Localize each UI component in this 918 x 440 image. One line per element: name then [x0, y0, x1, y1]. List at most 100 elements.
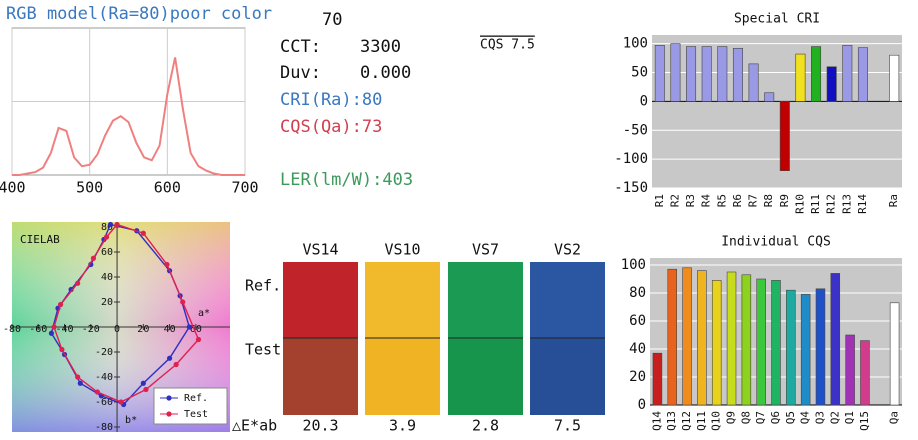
- point: [186, 324, 192, 330]
- cqs-version: CQS 7.5: [480, 38, 535, 53]
- point: [140, 230, 146, 236]
- bar: [756, 278, 766, 406]
- x-tick-label: Q14: [650, 411, 663, 431]
- cct-label: CCT:: [280, 37, 321, 57]
- bar: [670, 43, 681, 102]
- point: [77, 380, 83, 386]
- x-tick-label: R8: [762, 194, 775, 207]
- point: [140, 380, 146, 386]
- x-tick-label: 600: [154, 179, 181, 197]
- row-label: △E*ab: [232, 417, 277, 435]
- bar: [682, 267, 692, 406]
- x-tick-label: Q2: [828, 411, 841, 424]
- point: [107, 221, 114, 228]
- point: [75, 374, 81, 380]
- x-tick-label: R14: [856, 194, 869, 214]
- bar: [701, 46, 712, 102]
- y-tick-label: 80: [101, 222, 113, 233]
- bar: [830, 273, 841, 406]
- bar: [771, 280, 781, 406]
- y-tick-label: 60: [629, 313, 646, 329]
- x-tick-label: -20: [82, 324, 100, 335]
- y-tick-label: -150: [614, 180, 648, 196]
- point: [143, 386, 149, 393]
- x-tick-label: Q5: [784, 411, 797, 424]
- chart-title: RGB model(Ra=80)poor color: [6, 4, 272, 24]
- delta-value: 7.5: [554, 417, 581, 435]
- test-swatch: [448, 338, 523, 415]
- swatch-name: VS14: [302, 241, 338, 259]
- swatch-name: VS10: [384, 241, 420, 259]
- point: [180, 299, 186, 305]
- cct-value: 3300: [360, 37, 401, 57]
- legend-marker: [166, 395, 172, 401]
- bar: [795, 53, 806, 102]
- test-swatch: [365, 338, 440, 415]
- y-tick-label: 40: [101, 272, 113, 283]
- y-tick-label: -60: [95, 397, 113, 408]
- y-tick-label: 60: [101, 247, 113, 258]
- bar: [652, 352, 663, 406]
- x-tick-label: 400: [0, 179, 26, 197]
- bar: [826, 66, 837, 102]
- point: [195, 336, 202, 343]
- x-tick-label: Q3: [813, 411, 826, 424]
- x-tick-label: Q4: [799, 411, 812, 425]
- bar: [726, 271, 737, 406]
- x-tick-label: R1: [653, 194, 666, 207]
- bar: [779, 101, 790, 171]
- bar: [717, 46, 728, 102]
- cri: CRI(Ra):80: [280, 90, 382, 110]
- bar: [697, 270, 707, 406]
- test-swatch: [530, 338, 605, 415]
- bar: [711, 280, 722, 406]
- x-tick-label: 700: [231, 179, 258, 197]
- point: [173, 361, 179, 368]
- bar: [764, 92, 775, 102]
- y-axis-label: b*: [125, 415, 137, 426]
- x-tick-label: Q10: [710, 411, 723, 431]
- legend-label: Test: [184, 409, 208, 420]
- bar: [800, 294, 811, 406]
- cqs: CQS(Qa):73: [280, 117, 382, 137]
- point: [164, 261, 170, 268]
- point: [90, 255, 97, 261]
- y-tick-label: -80: [95, 422, 113, 433]
- test-swatch: [283, 338, 358, 415]
- ref-swatch: [448, 262, 523, 338]
- x-tick-label: Q15: [858, 411, 871, 431]
- ref-swatch: [365, 262, 440, 338]
- y-tick-label: 100: [623, 36, 648, 52]
- duv-label: Duv:: [280, 63, 321, 83]
- delta-value: 20.3: [302, 417, 338, 435]
- top-value: 70: [322, 10, 342, 30]
- x-tick-label: Q1: [843, 411, 856, 424]
- ref-swatch: [530, 262, 605, 338]
- x-tick-label: R4: [700, 194, 713, 208]
- bar: [741, 274, 752, 406]
- point: [114, 221, 120, 228]
- y-tick-label: 40: [629, 341, 646, 357]
- spectrum-line: [12, 57, 245, 176]
- bar: [732, 47, 743, 102]
- x-tick-label: Q6: [769, 411, 782, 424]
- ler: LER(lm/W):403: [280, 170, 413, 190]
- point: [51, 324, 57, 330]
- x-axis-label: a*: [198, 308, 210, 319]
- point: [118, 399, 124, 405]
- bar: [748, 63, 759, 102]
- ref-swatch: [283, 262, 358, 338]
- x-tick-label: 60: [190, 324, 202, 335]
- delta-value: 3.9: [389, 417, 416, 435]
- x-tick-label: -80: [3, 324, 21, 335]
- x-tick-label: Q13: [665, 411, 678, 431]
- x-tick-label: -40: [55, 324, 73, 335]
- bar: [654, 45, 665, 102]
- legend-label: Ref.: [184, 393, 208, 404]
- point: [57, 301, 64, 308]
- y-tick-label: 80: [629, 285, 646, 301]
- bar: [686, 46, 697, 102]
- bar: [786, 289, 796, 406]
- x-tick-label: R3: [684, 194, 697, 207]
